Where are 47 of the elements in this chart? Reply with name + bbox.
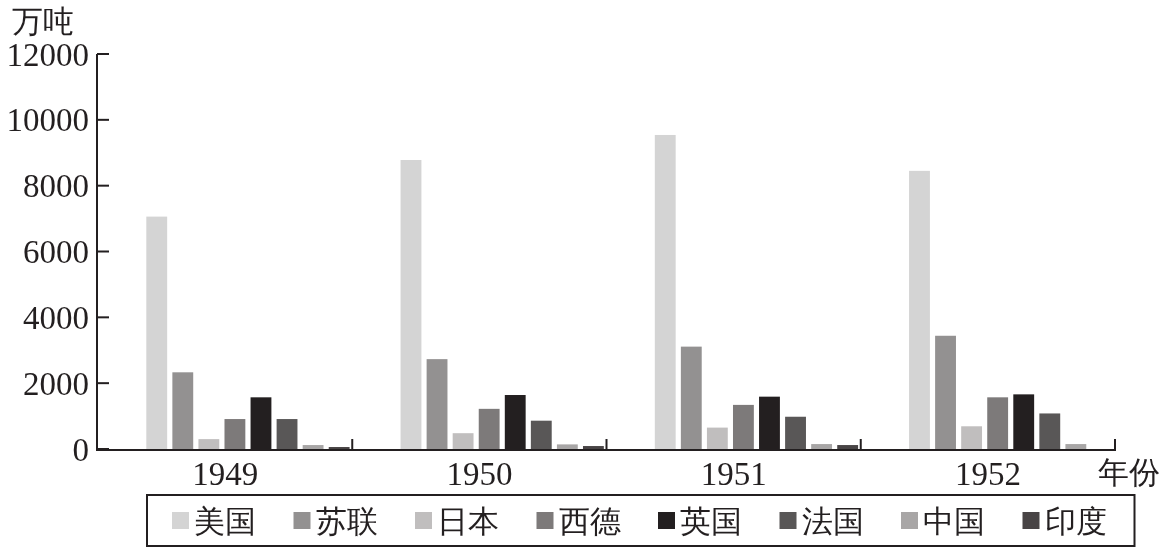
legend-label: 苏联 (315, 503, 378, 539)
legend-label: 英国 (680, 503, 742, 539)
bar (837, 445, 859, 449)
bar (909, 170, 930, 449)
x-tick-label: 1950 (446, 456, 513, 492)
bar (582, 446, 604, 449)
bar (785, 416, 806, 449)
legend-label: 日本 (437, 503, 499, 539)
y-tick-label: 4000 (23, 299, 89, 336)
bar (452, 433, 474, 449)
legend-label: 法国 (801, 503, 864, 539)
bar (732, 404, 754, 449)
bar (706, 427, 728, 449)
x-tick-label: 1949 (192, 456, 259, 492)
y-tick-label: 10000 (6, 102, 89, 139)
bar (987, 397, 1009, 449)
bar (961, 426, 983, 449)
bar (556, 444, 578, 449)
y-tick-label: 2000 (23, 365, 89, 402)
x-axis-title: 年份 (1098, 455, 1160, 490)
y-tick-label: 12000 (6, 36, 89, 73)
bar (680, 346, 702, 449)
bar (400, 159, 422, 449)
bar (1065, 444, 1087, 449)
x-tick-label: 1951 (700, 456, 767, 492)
bar (1039, 413, 1061, 449)
y-tick-label: 8000 (23, 168, 89, 205)
x-tick-label: 1952 (954, 456, 1021, 492)
bar (276, 419, 298, 449)
legend-label: 中国 (923, 503, 985, 539)
legend-label: 印度 (1044, 503, 1107, 539)
bar (198, 439, 220, 449)
bar (654, 134, 676, 449)
bar (172, 372, 194, 449)
y-tick-label: 6000 (23, 234, 89, 271)
bar (426, 359, 448, 449)
legend-label: 美国 (194, 503, 256, 539)
bar (935, 335, 956, 449)
legend-label: 西德 (558, 503, 621, 539)
y-tick-label: 0 (72, 431, 89, 468)
bar (146, 216, 168, 449)
bar (530, 420, 552, 449)
bar (811, 444, 833, 449)
y-axis-title: 万吨 (12, 4, 74, 39)
bar (478, 408, 500, 449)
bar (302, 445, 324, 449)
bar (224, 419, 246, 449)
